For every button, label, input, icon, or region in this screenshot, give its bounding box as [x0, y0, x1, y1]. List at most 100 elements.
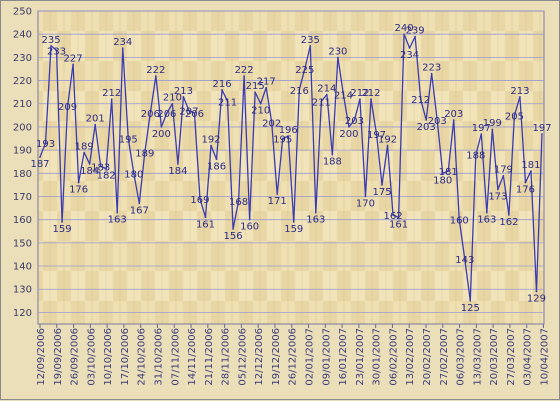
x-tick-label: 14/11/2006 — [187, 328, 198, 386]
data-label: 203 — [417, 122, 436, 133]
data-point — [386, 144, 389, 147]
y-tick-label: 240 — [13, 30, 32, 41]
x-tick-label: 13/03/2007 — [472, 328, 483, 386]
series-line-segment — [425, 73, 433, 121]
series-line-segment — [502, 175, 510, 216]
data-label: 189 — [135, 148, 154, 159]
data-point — [110, 98, 113, 100]
x-tick-label: 13/02/2007 — [405, 328, 416, 386]
data-label: 193 — [36, 139, 55, 150]
data-point — [177, 163, 179, 165]
series-line-segment — [166, 103, 173, 114]
series-line-segment — [237, 75, 245, 202]
x-tick-label: 27/02/2007 — [439, 328, 450, 386]
series-line-segment — [326, 94, 334, 155]
series-line-segment — [155, 75, 163, 127]
data-point — [199, 198, 201, 200]
data-label: 176 — [69, 185, 88, 196]
series-line-segment — [293, 89, 300, 223]
data-label: 187 — [30, 159, 49, 170]
data-point — [193, 112, 196, 114]
series-line-segment — [66, 64, 74, 107]
data-point — [188, 109, 190, 112]
data-point — [441, 172, 444, 175]
data-point — [138, 202, 141, 205]
series-line-segment — [480, 133, 488, 213]
series-line-segment — [491, 129, 499, 190]
data-label: 184 — [168, 166, 187, 177]
series-line-segment — [453, 119, 460, 220]
x-tick-label: 10/10/2006 — [103, 328, 114, 386]
series-line-segment — [353, 98, 361, 121]
data-label: 159 — [53, 224, 72, 235]
data-label: 199 — [483, 118, 502, 129]
data-point — [72, 63, 74, 66]
series-line-segment — [72, 64, 80, 183]
data-label: 181 — [521, 160, 540, 171]
x-tick-label: 20/02/2007 — [422, 328, 433, 386]
data-point — [463, 258, 466, 260]
data-point — [232, 228, 234, 230]
data-label: 235 — [41, 35, 60, 46]
series-line-segment — [370, 99, 378, 134]
data-label: 180 — [433, 175, 452, 186]
data-point — [204, 216, 207, 219]
x-tick-label: 03/04/2007 — [523, 328, 534, 386]
data-point — [436, 119, 438, 121]
data-point — [364, 195, 367, 198]
data-point — [326, 93, 328, 96]
series-line-segment — [431, 73, 438, 121]
x-tick-label: 19/12/2006 — [271, 328, 282, 386]
series-line-segment — [320, 94, 328, 102]
series-line-segment — [386, 145, 394, 216]
data-point — [486, 211, 488, 214]
data-point — [298, 89, 301, 91]
y-tick-label: 230 — [13, 53, 32, 64]
series-line-segment — [171, 103, 179, 165]
series-line-segment — [331, 57, 339, 155]
data-point — [215, 158, 218, 161]
data-label: 143 — [455, 255, 474, 266]
data-label: 203 — [345, 116, 364, 127]
data-point — [309, 44, 312, 47]
data-point — [403, 33, 405, 35]
x-tick-label: 03/10/2006 — [86, 328, 97, 386]
series-line-segment — [287, 136, 295, 223]
data-point — [127, 137, 130, 140]
data-point — [254, 91, 256, 93]
data-label: 188 — [323, 157, 342, 168]
data-point — [315, 211, 317, 214]
series-lines — [39, 33, 543, 302]
data-label: 200 — [152, 129, 171, 140]
data-point — [66, 105, 69, 107]
data-point — [276, 193, 279, 195]
series-line-segment — [105, 99, 113, 169]
data-point — [469, 300, 472, 302]
data-label: 206 — [141, 109, 160, 120]
data-point — [519, 95, 521, 98]
series-line-segment — [508, 115, 516, 216]
data-label: 156 — [224, 231, 243, 242]
series-line-segment — [260, 87, 267, 104]
data-point — [320, 100, 323, 103]
x-tick-label: 20/03/2007 — [489, 328, 500, 386]
data-label: 182 — [97, 171, 116, 182]
data-label: 159 — [284, 224, 303, 235]
data-label: 212 — [350, 88, 369, 99]
x-tick-label: 17/10/2006 — [120, 328, 131, 386]
data-label: 216 — [212, 79, 231, 90]
data-label: 195 — [273, 135, 292, 146]
data-label: 129 — [527, 294, 546, 305]
series-line-segment — [309, 45, 317, 213]
data-point — [452, 119, 455, 121]
data-label: 227 — [64, 53, 83, 64]
data-point — [408, 47, 411, 49]
data-label: 163 — [108, 215, 127, 226]
data-point — [287, 135, 290, 137]
data-label: 188 — [466, 151, 485, 162]
data-label: 239 — [406, 26, 425, 37]
x-tick-label: 21/11/2006 — [204, 328, 215, 386]
series-line-segment — [436, 119, 444, 174]
x-tick-label: 24/10/2006 — [137, 328, 148, 386]
